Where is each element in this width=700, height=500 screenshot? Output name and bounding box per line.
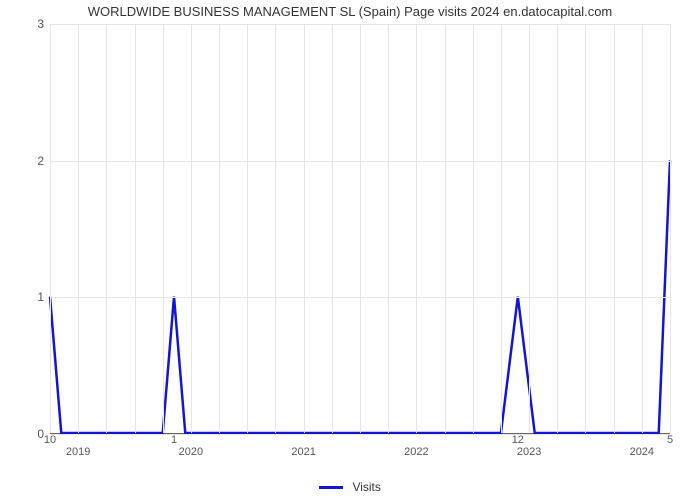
v-gridline: [473, 24, 474, 433]
v-gridline: [585, 24, 586, 433]
v-gridline: [332, 24, 333, 433]
v-gridline: [106, 24, 107, 433]
x-value-label: 1: [171, 434, 177, 446]
v-gridline: [304, 24, 305, 433]
x-tick-year: 2024: [630, 446, 654, 458]
x-value-label: 5: [667, 434, 673, 446]
visits-line-chart: WORLDWIDE BUSINESS MANAGEMENT SL (Spain)…: [0, 0, 700, 500]
v-gridline: [163, 24, 164, 433]
y-tick-label: 3: [4, 17, 44, 31]
y-tick-label: 2: [4, 154, 44, 168]
v-gridline: [529, 24, 530, 433]
legend: Visits: [0, 480, 700, 494]
x-tick-year: 2021: [291, 446, 315, 458]
v-gridline: [388, 24, 389, 433]
plot-area: [50, 24, 670, 434]
chart-title: WORLDWIDE BUSINESS MANAGEMENT SL (Spain)…: [0, 4, 700, 19]
x-tick-year: 2023: [517, 446, 541, 458]
v-gridline: [78, 24, 79, 433]
v-gridline: [670, 24, 671, 433]
y-tick-label: 0: [4, 427, 44, 441]
x-value-label: 10: [44, 434, 56, 446]
v-gridline: [360, 24, 361, 433]
h-gridline: [50, 434, 670, 435]
x-tick-year: 2022: [404, 446, 428, 458]
v-gridline: [247, 24, 248, 433]
v-gridline: [557, 24, 558, 433]
v-gridline: [416, 24, 417, 433]
x-tick-year: 2020: [179, 446, 203, 458]
y-tick-label: 1: [4, 290, 44, 304]
legend-swatch: [319, 486, 343, 489]
v-gridline: [191, 24, 192, 433]
v-gridline: [50, 24, 51, 433]
x-tick-year: 2019: [66, 446, 90, 458]
v-gridline: [642, 24, 643, 433]
v-gridline: [614, 24, 615, 433]
legend-label: Visits: [352, 480, 380, 494]
v-gridline: [219, 24, 220, 433]
v-gridline: [501, 24, 502, 433]
v-gridline: [275, 24, 276, 433]
x-value-label: 12: [512, 434, 524, 446]
v-gridline: [445, 24, 446, 433]
v-gridline: [135, 24, 136, 433]
